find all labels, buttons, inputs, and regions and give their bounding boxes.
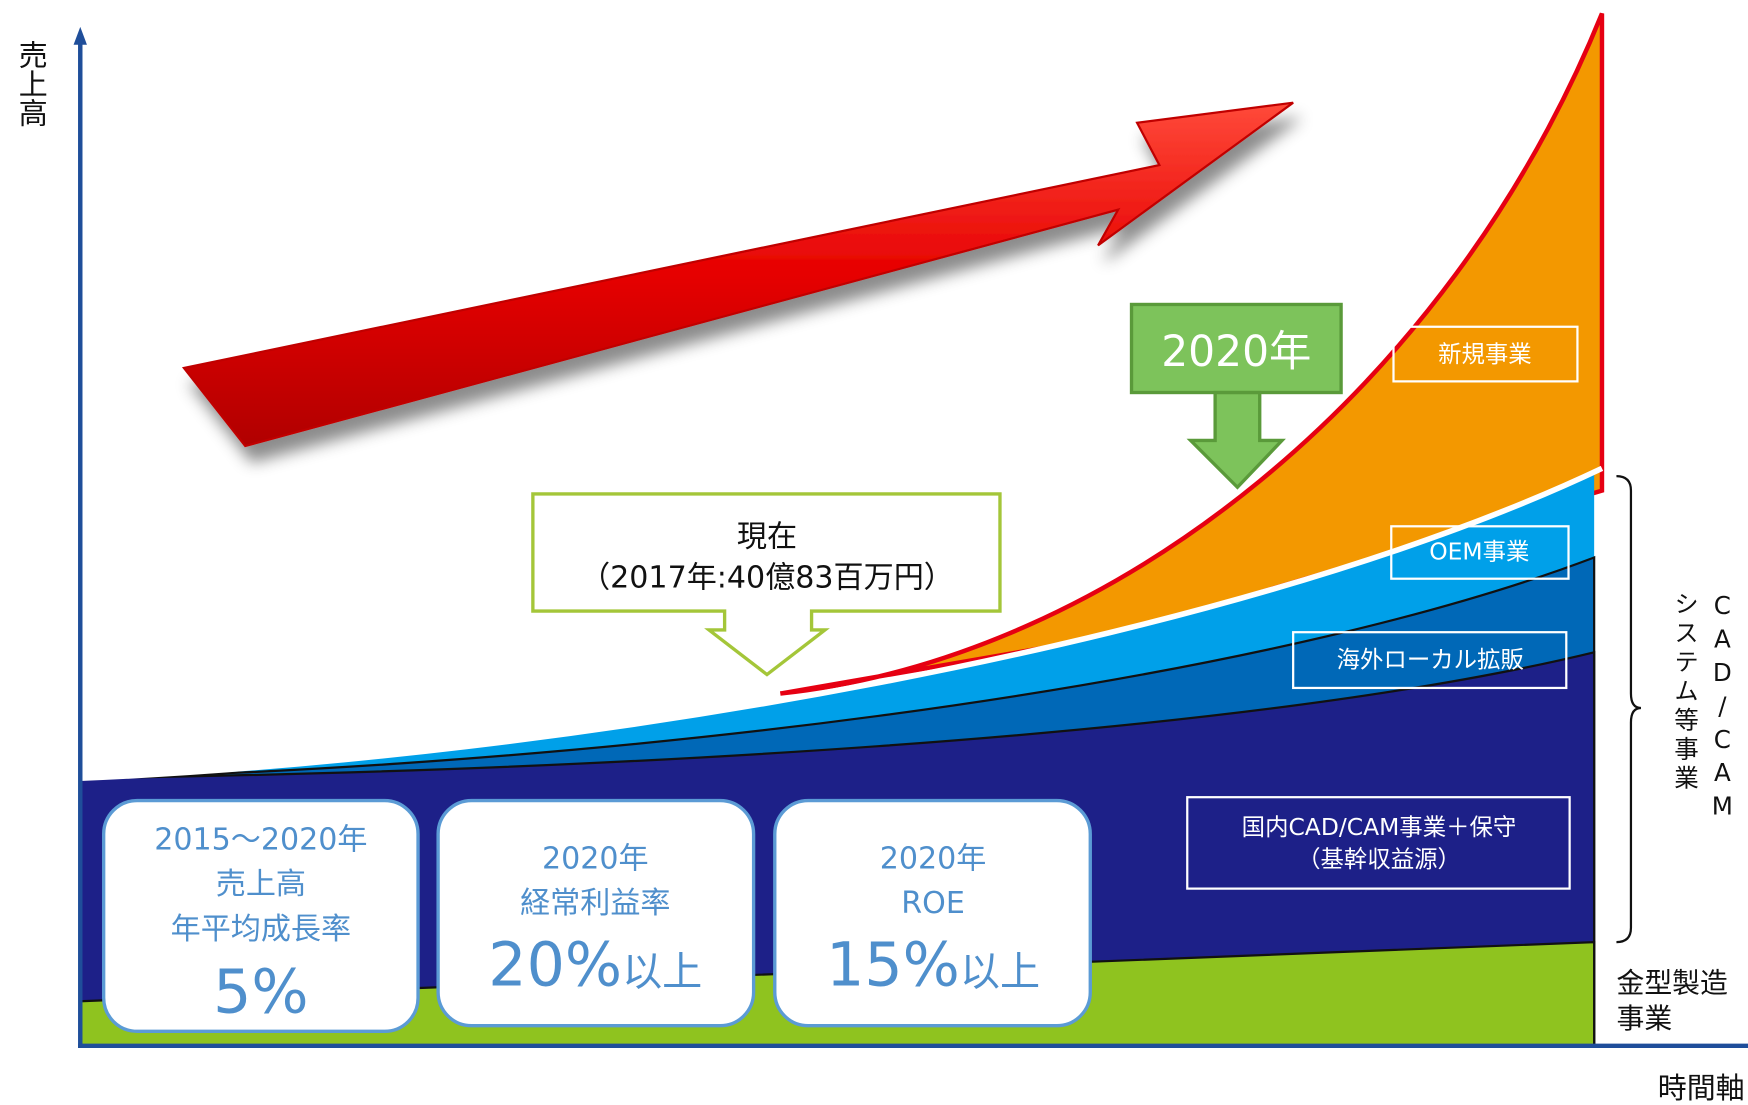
bracket-label: システム等事業: [1671, 591, 1700, 794]
current-detail: （2017年:40億83百万円）: [580, 561, 954, 596]
bracket-label: CAD/CAM: [1708, 591, 1737, 825]
bottom-segment-label: 金型製造: [1616, 966, 1728, 999]
target-year: 2020年: [1161, 327, 1311, 376]
target-line: 経常利益率: [520, 886, 670, 921]
segment-label: OEM事業: [1429, 538, 1529, 566]
target-value: 15%: [826, 931, 960, 1001]
target-line: 年平均成長率: [171, 912, 351, 947]
target-line: 2020年: [542, 842, 649, 877]
target-value: 5%: [213, 957, 308, 1027]
target-suffix: 以上: [960, 950, 1040, 996]
y-axis-label: 売上高: [14, 40, 48, 127]
target-line: 2020年: [880, 842, 987, 877]
segment-label: 新規事業: [1438, 340, 1532, 368]
target-value: 20%: [488, 931, 622, 1001]
growth-arrow: [184, 103, 1293, 446]
segment-sublabel: （基幹収益源）: [1297, 845, 1461, 873]
x-axis-label: 時間軸: [1658, 1071, 1745, 1105]
current-callout: 現在 （2017年:40億83百万円）: [533, 494, 1000, 675]
segment-label: 国内CAD/CAM事業＋保守: [1242, 813, 1517, 841]
y-axis-head: [74, 27, 87, 45]
bracket: [1616, 476, 1641, 942]
current-title: 現在: [737, 519, 797, 554]
target-line: 売上高: [216, 867, 306, 902]
target-line: ROE: [901, 886, 965, 921]
bottom-segment-label: 事業: [1616, 1002, 1672, 1035]
diagram: 売上高 時間軸 2020年 現在 （2017年:40億83百万円） 新規事業 O…: [0, 0, 1748, 1105]
segment-label: 海外ローカル拡販: [1337, 646, 1524, 674]
target-suffix: 以上: [622, 950, 702, 996]
target-line: 2015～2020年: [154, 823, 367, 858]
